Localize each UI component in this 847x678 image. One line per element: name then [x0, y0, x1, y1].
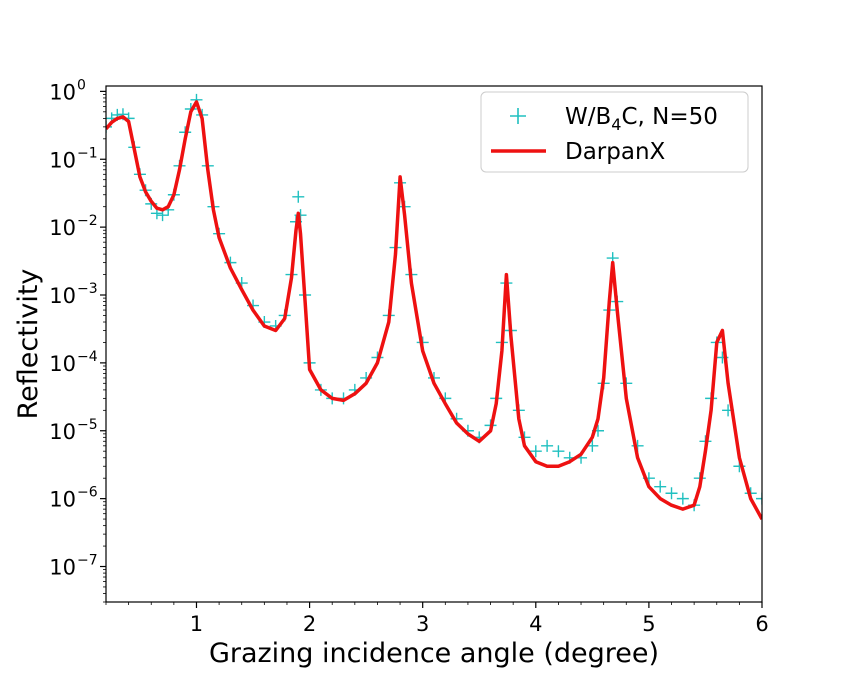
y-tick-label: 10 — [49, 216, 76, 240]
legend-label-suffix: C, N=50 — [621, 104, 717, 130]
y-axis-label: Reflectivity — [13, 269, 44, 420]
data-point-marker — [756, 492, 762, 505]
y-tick-base: 10 — [49, 216, 76, 240]
y-tick-exponent: −3 — [77, 281, 98, 297]
y-tick-label: 10 — [49, 556, 76, 580]
legend-label-darpanx: DarpanX — [565, 139, 666, 165]
y-tick-base: 10 — [49, 420, 76, 444]
y-tick-exponent: −6 — [77, 485, 98, 501]
data-point-marker — [654, 480, 667, 493]
y-tick-exponent: −4 — [77, 349, 98, 365]
y-tick-exponent: −2 — [77, 213, 98, 229]
x-tick-label: 3 — [416, 612, 429, 636]
data-point-marker — [552, 445, 565, 458]
y-tick-base: 10 — [49, 488, 76, 512]
y-tick-label: 10 — [49, 352, 76, 376]
y-tick-base: 10 — [49, 148, 76, 172]
data-point-marker — [676, 492, 689, 505]
y-tick-label: 10 — [49, 420, 76, 444]
plot-frame — [105, 85, 763, 603]
x-tick-label: 1 — [190, 612, 203, 636]
x-tick-label: 5 — [642, 612, 655, 636]
y-tick-base: 10 — [49, 284, 76, 308]
y-tick-label: 10 — [49, 80, 76, 104]
legend: W/B4C, N=50 DarpanX — [480, 91, 749, 173]
y-tick-base: 10 — [49, 352, 76, 376]
x-tick-label: 4 — [529, 612, 542, 636]
data-point-marker — [292, 190, 305, 203]
data-point-marker — [665, 487, 678, 500]
legend-box — [480, 91, 749, 173]
legend-label-wb4c: W/B4C, N=50 — [565, 104, 718, 134]
data-point-marker — [529, 445, 542, 458]
y-tick-exponent: −7 — [77, 553, 98, 569]
y-tick-label: 10 — [49, 284, 76, 308]
legend-label-subscript: 4 — [611, 115, 621, 134]
y-tick-base: 10 — [49, 556, 76, 580]
y-tick-label: 10 — [49, 148, 76, 172]
y-tick-base: 10 — [49, 80, 76, 104]
axes: 1 2 3 4 5 610−710−610−510−410−310−210−110 0Gra… — [13, 77, 769, 669]
legend-marker-plus — [510, 108, 526, 124]
x-tick-label: 2 — [303, 612, 316, 636]
data-point-marker — [541, 439, 554, 452]
y-tick-exponent: −5 — [77, 417, 98, 433]
y-tick-exponent: −1 — [77, 145, 98, 161]
y-tick-exponent: 0 — [77, 77, 86, 93]
series-group — [106, 93, 762, 520]
plot-area — [106, 93, 762, 520]
legend-label-prefix: W/B — [565, 104, 611, 130]
series-line — [106, 100, 762, 520]
x-tick-label: 6 — [755, 612, 768, 636]
x-axis-label: Grazing incidence angle (degree) — [209, 638, 659, 669]
y-tick-label: 10 — [49, 488, 76, 512]
